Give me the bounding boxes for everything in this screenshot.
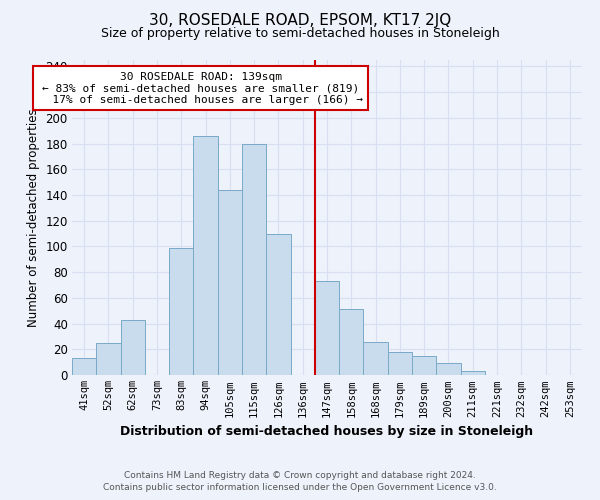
- Bar: [72, 358, 96, 375]
- Bar: [242, 144, 266, 375]
- Y-axis label: Number of semi-detached properties: Number of semi-detached properties: [27, 108, 40, 327]
- Bar: [218, 190, 242, 375]
- Bar: [193, 136, 218, 375]
- Bar: [339, 310, 364, 375]
- Text: 30, ROSEDALE ROAD, EPSOM, KT17 2JQ: 30, ROSEDALE ROAD, EPSOM, KT17 2JQ: [149, 12, 451, 28]
- Bar: [412, 356, 436, 375]
- Bar: [436, 364, 461, 375]
- Text: Size of property relative to semi-detached houses in Stoneleigh: Size of property relative to semi-detach…: [101, 28, 499, 40]
- Text: Contains HM Land Registry data © Crown copyright and database right 2024.
Contai: Contains HM Land Registry data © Crown c…: [103, 471, 497, 492]
- Bar: [461, 371, 485, 375]
- X-axis label: Distribution of semi-detached houses by size in Stoneleigh: Distribution of semi-detached houses by …: [121, 425, 533, 438]
- Text: 30 ROSEDALE ROAD: 139sqm
← 83% of semi-detached houses are smaller (819)
  17% o: 30 ROSEDALE ROAD: 139sqm ← 83% of semi-d…: [39, 72, 363, 105]
- Bar: [169, 248, 193, 375]
- Bar: [388, 352, 412, 375]
- Bar: [121, 320, 145, 375]
- Bar: [364, 342, 388, 375]
- Bar: [315, 281, 339, 375]
- Bar: [266, 234, 290, 375]
- Bar: [96, 343, 121, 375]
